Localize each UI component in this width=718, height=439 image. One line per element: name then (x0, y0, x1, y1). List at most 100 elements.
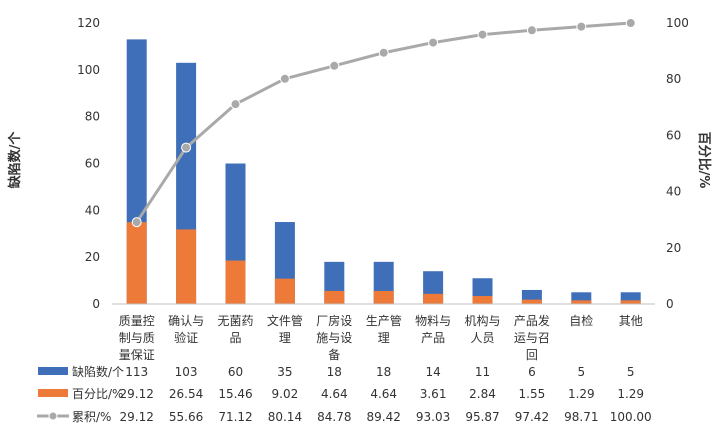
bar-defect-count (620, 292, 641, 304)
x-category-label: 产品发 (514, 313, 550, 328)
bar-percent (126, 222, 147, 304)
x-category-label: 备 (328, 348, 340, 362)
legend-key-marker (48, 411, 58, 421)
table-cell: 89.42 (367, 410, 401, 424)
x-category-label: 物料与 (415, 314, 451, 328)
x-category-label: 自检 (569, 313, 593, 328)
x-category-label: 其他 (619, 314, 643, 328)
table-cell: 93.03 (416, 410, 450, 424)
table-cell: 1.29 (568, 387, 595, 401)
table-cell: 5 (577, 365, 585, 379)
y2-tick-label: 80 (666, 72, 681, 86)
y2-tick-label: 40 (666, 185, 681, 199)
bar-percent (324, 290, 345, 304)
cumulative-point (279, 73, 290, 84)
table-cell: 5 (627, 365, 635, 379)
y-tick-label: 20 (85, 250, 100, 264)
cumulative-point (329, 60, 340, 71)
cumulative-point (428, 37, 439, 48)
bar-defect-count (571, 292, 592, 304)
y2-tick-label: 0 (666, 297, 674, 311)
bar-percent (571, 300, 592, 304)
x-category-label: 理 (378, 331, 390, 345)
table-cell: 103 (175, 365, 198, 379)
table-cell: 60 (228, 365, 243, 379)
table-cell: 14 (425, 365, 440, 379)
bar-percent (373, 290, 394, 304)
x-category-label: 生产管 (366, 313, 402, 328)
table-cell: 55.66 (169, 410, 203, 424)
y-tick-label: 60 (85, 157, 100, 171)
x-category-label: 无菌药 (217, 314, 253, 328)
cumulative-point (477, 29, 488, 40)
bar-percent (225, 260, 246, 304)
x-category-label: 品 (229, 331, 241, 345)
table-cell: 15.46 (218, 387, 252, 401)
x-category-label: 理 (279, 331, 291, 345)
cumulative-line (131, 18, 636, 228)
y-tick-label: 80 (85, 110, 100, 124)
table-cell: 3.61 (420, 387, 447, 401)
x-category-label: 验证 (174, 330, 198, 345)
y-tick-label: 120 (77, 16, 100, 30)
table-cell: 80.14 (268, 410, 302, 424)
table-cell: 98.71 (564, 410, 598, 424)
y2-tick-label: 20 (666, 241, 681, 255)
y2-tick-label: 100 (666, 16, 689, 30)
cumulative-point (576, 21, 587, 32)
cumulative-point (526, 25, 537, 36)
x-category-label: 回 (526, 348, 538, 362)
table-cell: 95.87 (465, 410, 499, 424)
legend-key-bar (38, 367, 68, 375)
table-cell: 97.42 (515, 410, 549, 424)
table-cell: 9.02 (272, 387, 299, 401)
table-cell: 18 (327, 365, 342, 379)
y2-tick-label: 60 (666, 128, 681, 142)
table-cell: 4.64 (370, 387, 397, 401)
table-cell: 11 (475, 365, 490, 379)
table-cell: 4.64 (321, 387, 348, 401)
table-cell: 2.84 (469, 387, 496, 401)
table-cell: 18 (376, 365, 391, 379)
x-category-label: 量保证 (119, 348, 155, 362)
x-category-label: 施与设 (316, 331, 352, 345)
x-category-label: 文件管 (267, 313, 303, 328)
table-cell: 1.55 (519, 387, 546, 401)
legend-key-bar (38, 389, 68, 397)
bar-percent (521, 299, 542, 304)
x-category-label: 机构与 (464, 313, 500, 328)
y-axis-ticks: 0 20 40 60 80 100 120 (77, 16, 100, 311)
y-tick-label: 100 (77, 63, 100, 77)
x-category-label: 厂房设 (316, 313, 352, 328)
x-category-label: 制与质 (119, 331, 155, 345)
x-category-label: 质量控 (119, 314, 155, 328)
y2-axis-title: 百分比/% (696, 132, 712, 189)
table-cell: 29.12 (120, 410, 154, 424)
table-cell: 29.12 (120, 387, 154, 401)
x-category-label: 人员 (470, 331, 494, 345)
legend-entry: 缺陷数/个 (72, 364, 124, 379)
bar-marks (126, 39, 641, 305)
x-category-label: 确认与 (168, 314, 204, 328)
table-cell: 113 (125, 365, 148, 379)
x-category-label: 产品 (421, 331, 445, 345)
table-cell: 26.54 (169, 387, 203, 401)
x-category-label: 运与召 (514, 331, 550, 345)
y-axis-title: 缺陷数/个 (7, 131, 23, 190)
bar-percent (620, 300, 641, 304)
cumulative-point (625, 18, 636, 28)
table-cell: 84.78 (317, 410, 351, 424)
cumulative-point (378, 47, 389, 58)
bar-percent (176, 229, 197, 304)
legend-entry: 百分比/% (72, 387, 123, 401)
bar-percent (274, 278, 295, 304)
cumulative-point (230, 99, 241, 110)
bar-percent (472, 296, 493, 304)
bar-percent (423, 293, 444, 304)
y-tick-label: 0 (92, 297, 100, 311)
table-cell: 6 (528, 365, 536, 379)
cumulative-point (131, 217, 142, 228)
